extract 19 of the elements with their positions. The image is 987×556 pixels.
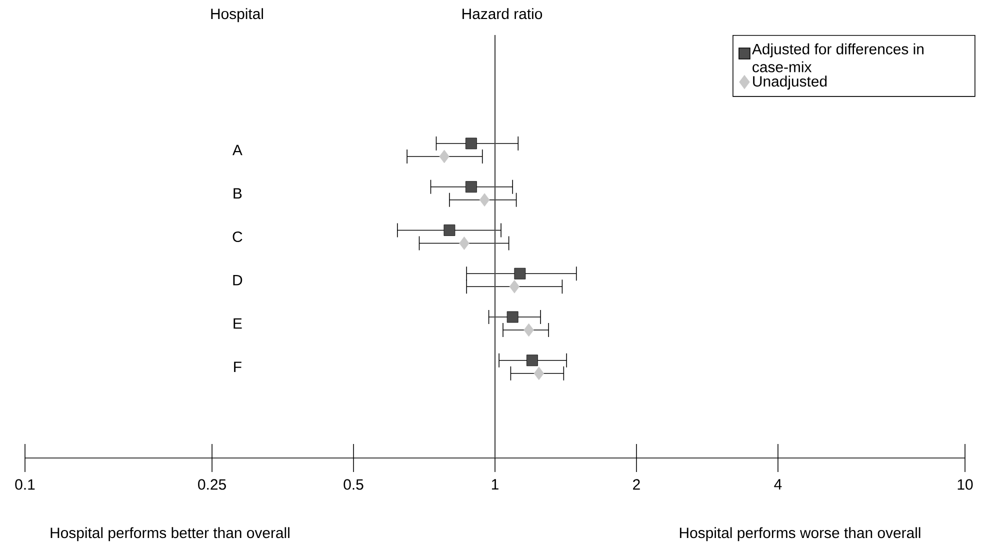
y-tick-label: C <box>232 231 242 242</box>
text: Hospital <box>211 8 263 22</box>
y-tick-label: D <box>233 274 242 286</box>
y-tick-label: E <box>234 318 242 329</box>
x-tick-label: 1 <box>492 479 498 490</box>
y-tick-label: A <box>232 144 242 156</box>
x-tick-label: 2 <box>633 479 640 490</box>
y-tick-label: B <box>234 188 242 198</box>
x-tick-label: 4 <box>774 479 782 490</box>
x-tick-label: 10 <box>958 479 973 490</box>
y-tick-label: F <box>234 362 242 372</box>
x-tick-label: 0.25 <box>198 479 226 490</box>
legend-label: Unadjusted <box>753 76 827 90</box>
text: Hazard ratio <box>462 8 542 20</box>
x-tick-label: 0.1 <box>15 479 35 490</box>
x-tick-label: 0.5 <box>344 479 364 490</box>
text: Hospital performs better than overall <box>50 527 290 542</box>
text: Hospital performs worse than overall <box>680 527 920 542</box>
legend-label: Adjusted for differences in case-mix <box>752 43 924 72</box>
